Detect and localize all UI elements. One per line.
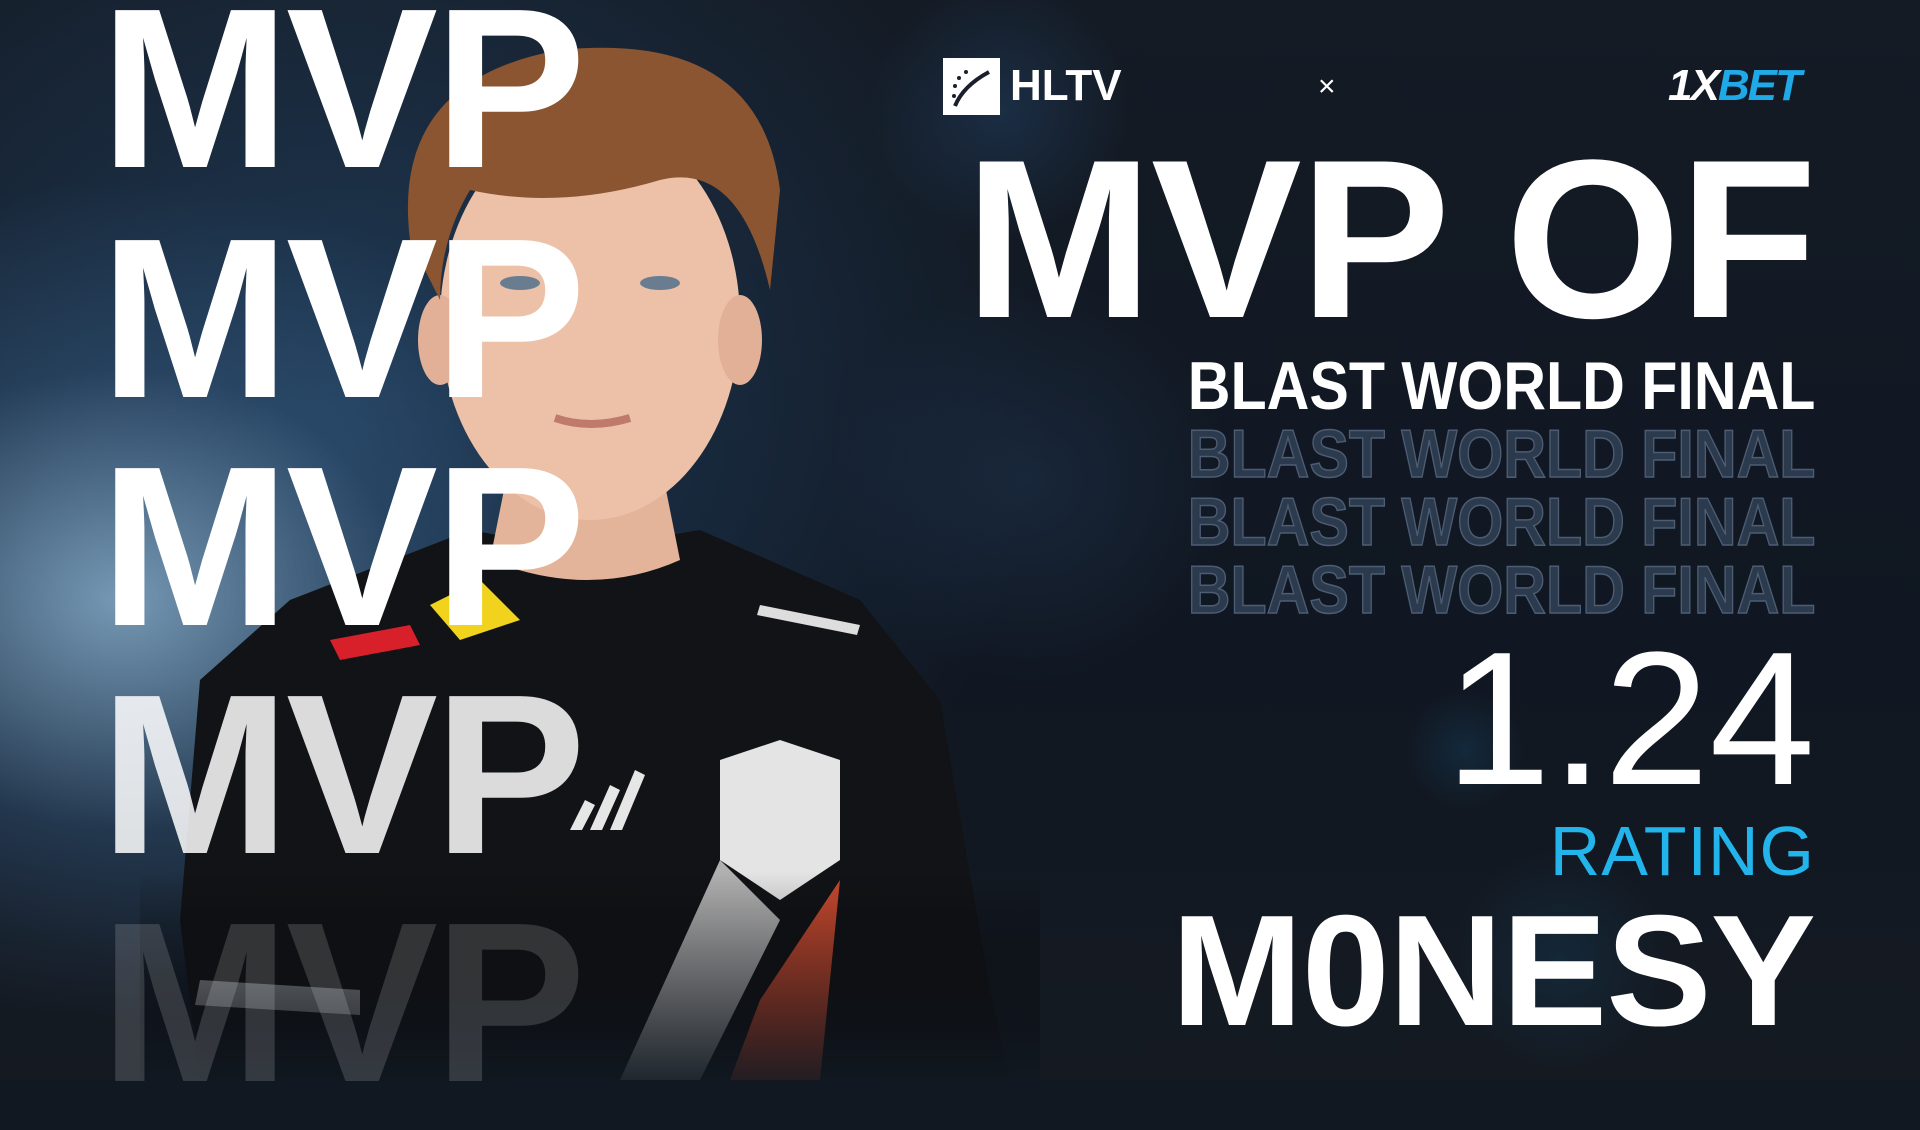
background-mvp-text: MVP <box>100 192 586 446</box>
partner-logo: 1XBET <box>1668 61 1802 110</box>
event-name-echo: BLAST WORLD FINAL <box>1187 484 1816 560</box>
collab-separator: × <box>1318 70 1336 103</box>
background-mvp-text: MVP <box>100 420 586 674</box>
player-name: M0NESY <box>1171 883 1816 1059</box>
background-mvp-text: MVP <box>100 648 586 902</box>
rating-label: RATING <box>1549 812 1815 890</box>
partner-logo-suffix: BET <box>1717 61 1802 110</box>
event-name-echo: BLAST WORLD FINAL <box>1187 552 1816 628</box>
background-mvp-text: MVP <box>100 0 586 216</box>
partner-logo-prefix: 1X <box>1668 61 1720 110</box>
event-name-echo: BLAST WORLD FINAL <box>1187 416 1816 492</box>
headline: MVP OF <box>964 112 1817 365</box>
rating-value: 1.24 <box>1445 613 1815 825</box>
event-name: BLAST WORLD FINAL <box>1187 348 1815 424</box>
player-photo <box>140 40 1040 1080</box>
background-mvp-text: MVP <box>100 876 586 1130</box>
